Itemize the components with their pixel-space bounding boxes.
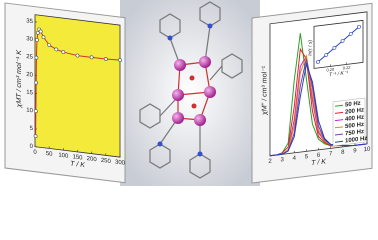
x-tick-label: 6 [317,153,321,159]
marker [47,43,52,47]
marker [33,109,38,114]
x-tick-label: 250 [101,158,112,165]
marker [89,55,94,60]
y-tick-label: 0 [30,144,34,150]
legend-swatch [335,140,343,143]
y-tick-label: 35 [26,18,33,25]
plot-area [34,14,121,158]
x-axis-label: T / K [70,160,85,169]
y-tick-label: 10 [26,108,33,115]
marker [348,31,353,36]
legend-swatch [335,104,343,107]
y-axis-label: χM'' / cm³ mol⁻¹ [261,65,268,117]
legend-swatch [335,133,343,136]
y-axis-label: ln(τ / s) [308,39,314,56]
marker [316,59,320,64]
x-tick-label: 0.22 [343,64,352,70]
marker [103,57,108,61]
legend-label: 750 Hz [345,129,364,137]
marker [34,80,39,85]
legend-label: 1000 Hz [345,136,367,145]
legend-label: 50 Hz [345,101,361,109]
x-tick-label: 0.20 [326,66,335,72]
marker [61,50,66,54]
x-axis-label: T / K [311,158,326,167]
y-tick-label: 25 [26,54,33,61]
x-tick-label: 50 [46,151,53,158]
marker [332,45,337,50]
x-tick-label: 2 [268,159,272,165]
x-axis-label: T⁻¹ / K⁻¹ [329,70,348,78]
marker [54,47,59,52]
marker [38,29,43,34]
x-tick-label: 200 [87,156,98,163]
backdrop [120,0,260,186]
right-panel: 2 3 4 5 6 7 8 9 10 T / K χM'' / cm³ mol⁻¹ 50 Hz200 … [251,2,373,184]
molecule [139,1,243,179]
marker [35,37,39,42]
x-tick-label: 5 [305,154,309,160]
x-tick-label: 300 [115,160,126,167]
marker [75,53,80,58]
legend-swatch [335,111,343,114]
marker [357,24,361,29]
x-tick-label: 3 [280,157,284,163]
left-panel: 0 50 100 150 200 250 300 0 5 10 15 20 25 30 35 T / K χMT… [4,2,126,184]
legend-label: 200 Hz [345,107,364,115]
marker [340,38,345,43]
x-tick-label: 150 [72,154,83,161]
x-tick-label: 9 [353,148,357,154]
marker [35,30,40,35]
marker [34,55,39,60]
x-tick-label: 4 [293,156,297,162]
x-tick-label: 100 [58,153,69,160]
marker [118,58,122,62]
legend-label: 500 Hz [345,122,364,130]
marker [41,35,46,40]
y-tick-label: 20 [26,72,33,79]
marker [33,134,38,138]
x-tick-label: 7 [329,151,333,157]
series-line [270,62,367,157]
legend-label: 400 Hz [345,115,364,123]
y-axis-label: χMT / cm³ mol⁻¹ K [16,49,23,108]
y-tick-label: 30 [26,36,33,43]
x-tick-label: 10 [364,146,371,153]
legend-swatch [335,126,343,129]
series-line [35,28,121,137]
legend-swatch [335,119,343,122]
x-tick-label: 8 [341,150,345,156]
y-tick-label: 15 [26,90,33,97]
y-tick-label: 5 [30,126,34,132]
marker [324,52,329,57]
x-tick-label: 0 [33,149,37,155]
